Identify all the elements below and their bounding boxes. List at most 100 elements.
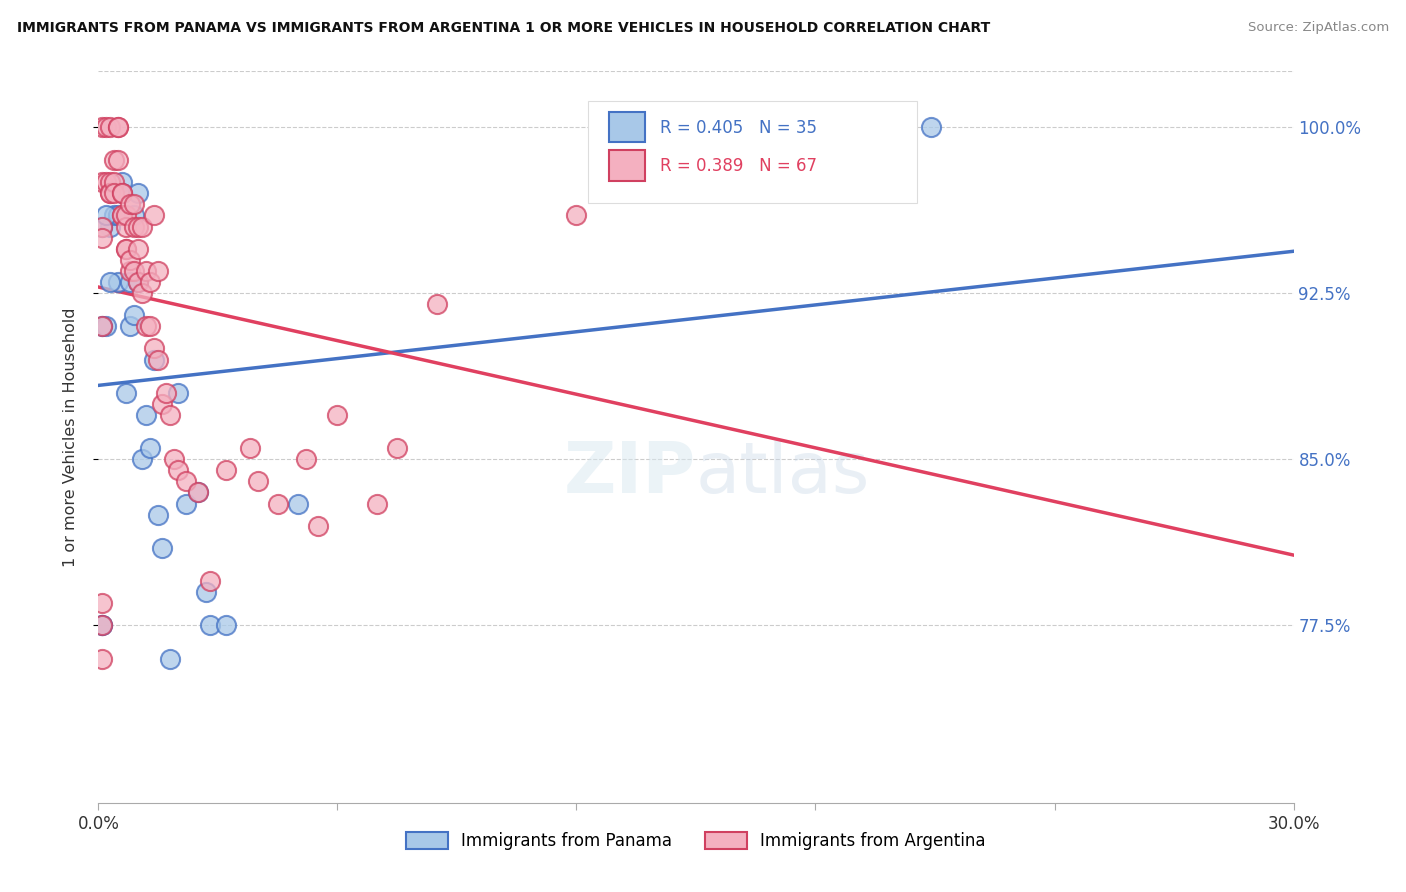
Point [91, 596, 114, 610]
Point [91, 651, 114, 665]
Point [111, 186, 134, 201]
Point [115, 242, 138, 256]
Point [98, 186, 122, 201]
Point [107, 120, 129, 134]
Point [91, 219, 114, 234]
Text: atlas: atlas [696, 439, 870, 508]
Text: ZIP: ZIP [564, 439, 696, 508]
FancyBboxPatch shape [609, 151, 644, 181]
Point [131, 219, 153, 234]
Point [195, 585, 218, 599]
Point [215, 618, 238, 632]
Point [174, 475, 197, 489]
Point [155, 385, 177, 400]
Point [131, 285, 153, 300]
Point [91, 219, 114, 234]
Point [124, 264, 146, 278]
Point [107, 275, 129, 289]
Point [174, 497, 197, 511]
Point [124, 308, 146, 322]
Point [111, 175, 134, 189]
Point [143, 352, 166, 367]
Point [96, 175, 118, 189]
Point [127, 242, 149, 256]
Point [920, 120, 942, 134]
Point [127, 275, 149, 289]
Point [103, 175, 125, 189]
Point [135, 408, 157, 422]
Point [111, 186, 134, 201]
Point [103, 209, 125, 223]
Point [139, 441, 162, 455]
Point [103, 153, 125, 167]
Point [246, 475, 269, 489]
Point [139, 319, 162, 334]
Point [135, 264, 157, 278]
Point [198, 618, 221, 632]
Point [294, 452, 316, 467]
Legend: Immigrants from Panama, Immigrants from Argentina: Immigrants from Panama, Immigrants from … [399, 825, 993, 856]
Point [426, 297, 449, 311]
Text: IMMIGRANTS FROM PANAMA VS IMMIGRANTS FROM ARGENTINA 1 OR MORE VEHICLES IN HOUSEH: IMMIGRANTS FROM PANAMA VS IMMIGRANTS FRO… [17, 21, 990, 35]
Point [98, 219, 122, 234]
Point [111, 209, 134, 223]
Point [143, 342, 166, 356]
Point [111, 209, 134, 223]
Point [239, 441, 262, 455]
Point [198, 574, 221, 589]
Point [98, 175, 122, 189]
Point [385, 441, 409, 455]
Point [139, 275, 162, 289]
Point [120, 264, 142, 278]
Point [98, 186, 122, 201]
Point [96, 209, 118, 223]
Point [127, 186, 149, 201]
Point [107, 120, 129, 134]
Point [91, 618, 114, 632]
Point [96, 319, 118, 334]
Point [148, 264, 170, 278]
Point [148, 352, 170, 367]
FancyBboxPatch shape [609, 112, 644, 143]
Point [115, 385, 138, 400]
Point [187, 485, 209, 500]
Point [135, 319, 157, 334]
Point [124, 197, 146, 211]
Point [98, 120, 122, 134]
Point [127, 275, 149, 289]
Point [267, 497, 290, 511]
Point [307, 518, 329, 533]
Text: R = 0.405   N = 35: R = 0.405 N = 35 [661, 119, 817, 136]
Point [124, 219, 146, 234]
Point [120, 197, 142, 211]
Point [159, 408, 181, 422]
Point [115, 242, 138, 256]
Point [91, 230, 114, 244]
Point [120, 252, 142, 267]
Point [745, 120, 768, 134]
Point [159, 651, 181, 665]
Point [565, 209, 588, 223]
Point [215, 463, 238, 477]
Text: Source: ZipAtlas.com: Source: ZipAtlas.com [1249, 21, 1389, 34]
Point [98, 275, 122, 289]
Y-axis label: 1 or more Vehicles in Household: 1 or more Vehicles in Household [63, 308, 77, 566]
Point [143, 209, 166, 223]
Point [326, 408, 349, 422]
Point [131, 452, 153, 467]
Point [115, 209, 138, 223]
Point [187, 485, 209, 500]
Point [120, 319, 142, 334]
Point [124, 209, 146, 223]
Text: R = 0.389   N = 67: R = 0.389 N = 67 [661, 158, 817, 176]
Point [127, 219, 149, 234]
Point [107, 153, 129, 167]
Point [163, 452, 186, 467]
Point [103, 186, 125, 201]
Point [167, 385, 190, 400]
Point [287, 497, 309, 511]
Point [107, 209, 129, 223]
Point [111, 186, 134, 201]
Point [96, 120, 118, 134]
Point [91, 120, 114, 134]
